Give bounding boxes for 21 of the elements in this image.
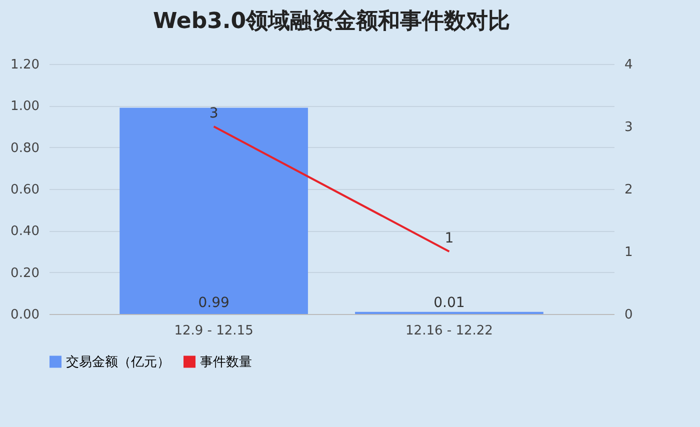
y-tick-label: 0.00 (10, 308, 40, 322)
data-label: 1 (444, 230, 454, 246)
y2-tick-label: 4 (624, 58, 633, 72)
y2-tick-label: 1 (624, 245, 633, 260)
x-tick-label: 12.9 - 12.15 (174, 324, 254, 338)
y2-tick-label: 2 (624, 182, 633, 198)
legend-label: 交易金额（亿元） (66, 354, 170, 370)
data-label: 3 (209, 106, 218, 122)
y2-tick-label: 3 (624, 120, 633, 135)
y-tick-label: 1.20 (10, 58, 40, 72)
y-tick-label: 0.40 (10, 224, 40, 240)
y2-tick-label: 0 (624, 308, 633, 322)
y-tick-label: 1.00 (10, 99, 40, 114)
data-label: 0.99 (198, 295, 230, 311)
y-tick-label: 0.80 (10, 140, 40, 156)
chart-title: Web3.0领域融资金额和事件数对比 (152, 8, 510, 34)
legend-label: 事件数量 (200, 354, 252, 370)
y-tick-label: 0.60 (10, 182, 40, 198)
x-tick-label: 12.16 - 12.22 (406, 324, 493, 338)
data-label: 0.01 (434, 295, 465, 311)
y-tick-label: 0.20 (10, 266, 40, 281)
